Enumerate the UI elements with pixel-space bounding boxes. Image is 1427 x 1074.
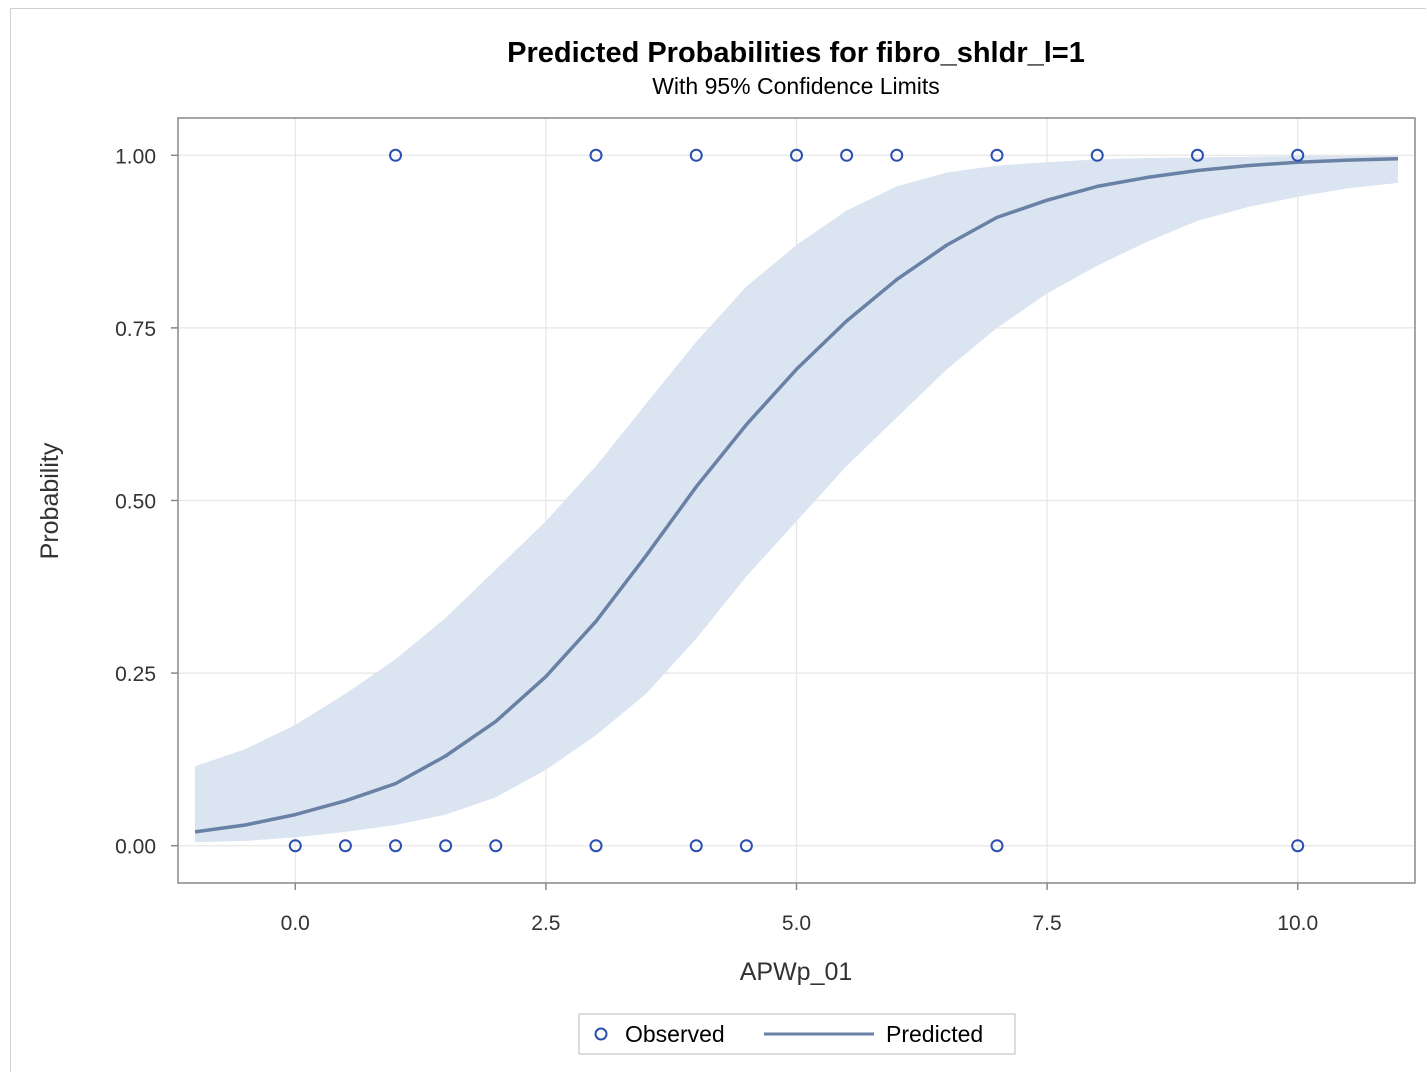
y-tick-label: 0.75 <box>115 318 156 341</box>
observed-point <box>790 148 803 162</box>
y-axis: 0.00 0.25 0.50 0.75 1.00 <box>115 145 178 859</box>
x-tick-label: 7.5 <box>1033 912 1062 935</box>
observed-point <box>890 148 904 162</box>
y-tick-label: 0.50 <box>115 491 156 514</box>
x-axis-label: APWp_01 <box>740 958 853 986</box>
observed-point <box>589 148 603 162</box>
legend-observed-label: Observed <box>625 1021 725 1047</box>
observed-point <box>840 148 854 162</box>
chart-title: Predicted Probabilities for fibro_shldr_… <box>507 37 1085 69</box>
x-tick-label: 0.0 <box>281 912 310 935</box>
predicted-line <box>194 156 1399 834</box>
legend-observed-marker <box>594 1027 608 1041</box>
chart-frame <box>10 8 1426 1072</box>
observed-point <box>739 839 753 853</box>
predicted-line-group <box>194 156 1399 834</box>
observed-points-group <box>288 148 1305 853</box>
observed-point <box>1291 148 1305 162</box>
observed-point <box>288 839 302 853</box>
observed-point <box>389 839 403 853</box>
observed-point <box>489 839 503 853</box>
legend-predicted-label: Predicted <box>886 1021 983 1047</box>
observed-point <box>338 839 352 853</box>
y-tick-label: 0.25 <box>115 663 156 686</box>
x-tick-label: 2.5 <box>531 912 560 935</box>
y-axis-label: Probability <box>36 442 64 559</box>
chart-subtitle: With 95% Confidence Limits <box>652 73 940 99</box>
observed-point <box>439 839 453 853</box>
observed-point <box>1190 148 1204 162</box>
confidence-band <box>195 156 1398 843</box>
observed-point <box>689 839 703 853</box>
y-tick-label: 0.00 <box>115 836 156 859</box>
x-tick-label: 10.0 <box>1277 912 1318 935</box>
observed-point <box>389 148 403 162</box>
observed-point <box>589 839 603 853</box>
observed-point <box>689 148 703 162</box>
observed-point <box>990 148 1004 162</box>
observed-point <box>1291 839 1305 853</box>
observed-point <box>990 839 1004 853</box>
y-tick-label: 1.00 <box>115 145 156 168</box>
legend: Observed Predicted <box>578 1013 1016 1055</box>
confidence-band-group <box>195 156 1398 843</box>
observed-point <box>1090 148 1104 162</box>
x-tick-label: 5.0 <box>782 912 811 935</box>
x-axis: 0.0 2.5 5.0 7.5 10.0 <box>281 883 1318 935</box>
